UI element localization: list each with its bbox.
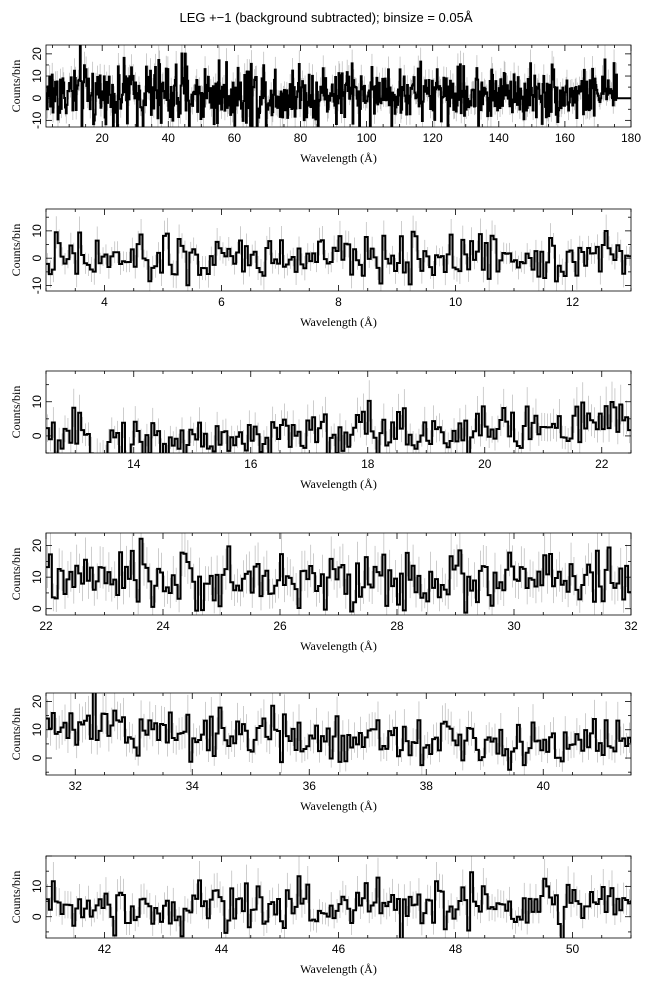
x-tick-label: 20 [96,131,110,145]
data-series [46,214,631,291]
x-tick-label: 44 [215,942,229,956]
plot-frame [45,44,632,128]
x-tick-label: 48 [449,942,463,956]
counts-histogram [46,229,631,287]
spectrum-panel: 42 44 46 48 50 0 10 Wavelength (Å) Counts/bin [9,855,632,976]
spectrum-panel: 14 16 18 20 22 0 10 Wavelength (Å) Counts/bin [9,370,632,491]
x-tick-label: 30 [507,619,521,633]
x-tick-label: 22 [39,619,53,633]
x-tick-label: 180 [621,131,641,145]
y-tick-label: -10 [30,277,44,295]
data-series [46,380,631,453]
x-tick-label: 24 [156,619,170,633]
x-tick-label: 140 [489,131,509,145]
data-series [46,856,631,938]
y-axis-label: Counts/bin [9,871,23,924]
x-tick-label: 80 [294,131,308,145]
y-tick-label: 0 [30,255,44,262]
x-tick-label: 6 [218,295,225,309]
x-tick-label: 10 [449,295,463,309]
y-tick-label: 0 [30,754,44,761]
x-tick-label: 32 [624,619,638,633]
x-axis-label: Wavelength (Å) [300,151,377,165]
spectrum-panel: 32 34 36 38 40 0 10 20 Wavelength (Å) Counts/bin [9,692,632,813]
x-tick-label: 42 [98,942,112,956]
x-tick-label: 100 [357,131,377,145]
x-tick-label: 32 [69,779,83,793]
y-tick-label: 10 [30,570,44,584]
x-axis-label: Wavelength (Å) [300,477,377,491]
error-bars [47,693,630,775]
data-series [46,693,631,775]
counts-histogram [46,399,631,453]
x-tick-label: 36 [303,779,317,793]
x-axis-label: Wavelength (Å) [300,639,377,653]
x-axis-label: Wavelength (Å) [300,799,377,813]
y-tick-label: 0 [30,95,44,102]
x-tick-label: 16 [244,457,258,471]
y-axis-label: Counts/bin [9,708,23,761]
x-tick-label: 12 [566,295,580,309]
data-series [46,533,631,615]
y-tick-label: 10 [30,723,44,737]
x-tick-label: 38 [420,779,434,793]
x-tick-label: 8 [335,295,342,309]
x-tick-label: 40 [162,131,176,145]
x-tick-label: 46 [332,942,346,956]
x-tick-label: 60 [228,131,242,145]
counts-histogram [46,45,631,127]
spectrum-panel: 4 6 8 10 12 -10 0 10 Wavelength (Å) Counts/bin [9,208,632,329]
counts-histogram [46,871,631,938]
x-axis-label: Wavelength (Å) [300,962,377,976]
plot-frame [45,855,632,939]
y-axis-label: Counts/bin [9,548,23,601]
counts-histogram [46,537,631,614]
x-tick-label: 26 [273,619,287,633]
y-tick-label: 10 [30,395,44,409]
y-tick-label: 0 [30,432,44,439]
y-tick-label: -10 [30,111,44,129]
spectrum-panel: 20 40 60 80 100 120 140 160 180 -10 0 10 20 Wavelengt… [9,44,641,165]
y-axis-label: Counts/bin [9,224,23,277]
x-tick-label: 18 [361,457,375,471]
y-tick-label: 20 [30,694,44,708]
y-tick-label: 0 [30,913,44,920]
x-tick-label: 4 [101,295,108,309]
y-tick-label: 10 [30,69,44,83]
panels: 20 40 60 80 100 120 140 160 180-1001020Wavelengt… [9,44,641,976]
x-tick-label: 20 [478,457,492,471]
x-tick-label: 50 [566,942,580,956]
x-tick-label: 40 [537,779,551,793]
y-axis-label: Counts/bin [9,386,23,439]
y-tick-label: 10 [30,879,44,893]
y-tick-label: 0 [30,605,44,612]
counts-histogram [46,693,631,771]
y-tick-label: 10 [30,224,44,238]
x-tick-label: 28 [390,619,404,633]
y-axis-label: Counts/bin [9,60,23,113]
spectrum-panel: 22 24 26 28 30 32 0 10 20 Wavelength (Å) Counts/bi… [9,532,638,653]
x-axis-label: Wavelength (Å) [300,315,377,329]
x-tick-label: 160 [555,131,575,145]
x-tick-label: 22 [595,457,609,471]
y-tick-label: 20 [30,47,44,61]
y-tick-label: 20 [30,539,44,553]
data-series [46,45,631,127]
figure-title: LEG +−1 (background subtracted); binsize… [179,10,472,25]
x-tick-label: 120 [423,131,443,145]
x-tick-label: 34 [186,779,200,793]
x-tick-label: 14 [127,457,141,471]
